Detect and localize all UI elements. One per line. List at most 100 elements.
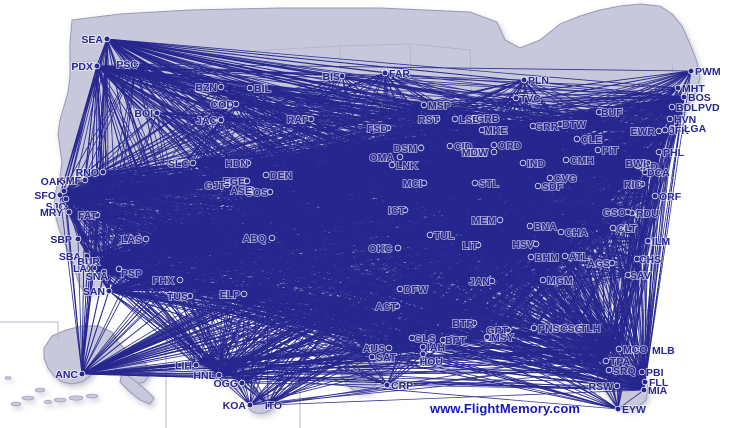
airport-dot-ase[interactable] bbox=[248, 186, 256, 194]
airport-dot-koa[interactable] bbox=[246, 401, 254, 409]
airport-dot-ito[interactable] bbox=[264, 401, 272, 409]
airport-dot-bpt[interactable] bbox=[439, 336, 447, 344]
airport-dot-lnk[interactable] bbox=[388, 161, 396, 169]
airport-dot-lax[interactable] bbox=[90, 264, 98, 272]
airport-dot-atl[interactable] bbox=[561, 252, 569, 260]
airport-dot-grr[interactable] bbox=[529, 122, 537, 130]
airport-dot-sea[interactable] bbox=[103, 35, 111, 43]
airport-dot-smf[interactable] bbox=[81, 176, 89, 184]
airport-dot-oma[interactable] bbox=[396, 153, 404, 161]
airport-dot-hvn[interactable] bbox=[666, 115, 674, 123]
airport-dot-oak[interactable] bbox=[60, 187, 68, 195]
airport-dot-orf[interactable] bbox=[651, 192, 659, 200]
airport-dot-grb[interactable] bbox=[470, 114, 478, 122]
airport-dot-buf[interactable] bbox=[595, 108, 603, 116]
airport-dot-btr[interactable] bbox=[470, 319, 478, 327]
airport-dot-pbi[interactable] bbox=[638, 368, 646, 376]
airport-dot-cid[interactable] bbox=[446, 142, 454, 150]
airport-dot-ags[interactable] bbox=[608, 259, 616, 267]
airport-dot-elp[interactable] bbox=[240, 290, 248, 298]
airport-dot-mke[interactable] bbox=[478, 126, 486, 134]
airport-dot-gpt[interactable] bbox=[504, 326, 512, 334]
airport-dot-boi[interactable] bbox=[153, 109, 161, 117]
airport-dot-stl[interactable] bbox=[471, 179, 479, 187]
airport-dot-mdw[interactable] bbox=[490, 148, 498, 156]
airport-dot-mli[interactable] bbox=[461, 148, 469, 156]
airport-dot-cha[interactable] bbox=[557, 228, 565, 236]
airport-dot-mry[interactable] bbox=[65, 208, 73, 216]
airport-dot-jan[interactable] bbox=[488, 277, 496, 285]
airport-dot-den[interactable] bbox=[262, 171, 270, 179]
airport-dot-bhm[interactable] bbox=[527, 253, 535, 261]
airport-dot-lse[interactable] bbox=[451, 115, 459, 123]
airport-dot-sbp[interactable] bbox=[74, 235, 82, 243]
airport-dot-far[interactable] bbox=[381, 69, 389, 77]
airport-dot-mia[interactable] bbox=[640, 386, 648, 394]
airport-dot-tus[interactable] bbox=[186, 292, 194, 300]
airport-dot-lga[interactable] bbox=[668, 124, 676, 132]
airport-dot-abq[interactable] bbox=[268, 234, 276, 242]
airport-dot-mem[interactable] bbox=[496, 216, 504, 224]
airport-dot-bis[interactable] bbox=[338, 72, 346, 80]
airport-dot-tvc[interactable] bbox=[512, 94, 520, 102]
airport-dot-bna[interactable] bbox=[526, 222, 534, 230]
airport-dot-cod[interactable] bbox=[232, 100, 240, 108]
airport-dot-pdx[interactable] bbox=[93, 62, 101, 70]
airport-dot-okc[interactable] bbox=[394, 244, 402, 252]
airport-dot-rno[interactable] bbox=[99, 168, 107, 176]
airport-dot-san[interactable] bbox=[105, 287, 113, 295]
airport-dot-hsv[interactable] bbox=[532, 240, 540, 248]
airport-dot-chs[interactable] bbox=[633, 255, 641, 263]
airport-dot-ewr[interactable] bbox=[655, 127, 663, 135]
airport-dot-gls[interactable] bbox=[408, 334, 416, 342]
airport-dot-las[interactable] bbox=[142, 235, 150, 243]
airport-dot-hdn[interactable] bbox=[244, 159, 252, 167]
airport-dot-ind[interactable] bbox=[519, 159, 527, 167]
airport-dot-tpa[interactable] bbox=[602, 357, 610, 365]
airport-dot-cle[interactable] bbox=[573, 135, 581, 143]
airport-dot-tul[interactable] bbox=[426, 231, 434, 239]
airport-dot-mco[interactable] bbox=[615, 345, 623, 353]
airport-dot-sfo[interactable] bbox=[56, 191, 64, 199]
airport-dot-crp[interactable] bbox=[383, 381, 391, 389]
airport-dot-sjc[interactable] bbox=[62, 195, 70, 203]
airport-dot-dtw[interactable] bbox=[556, 120, 564, 128]
airport-dot-fsd[interactable] bbox=[384, 124, 392, 132]
airport-dot-sat[interactable] bbox=[368, 353, 376, 361]
airport-dot-pln[interactable] bbox=[520, 76, 528, 84]
airport-dot-dca[interactable] bbox=[641, 168, 649, 176]
airport-dot-pwm[interactable] bbox=[687, 67, 695, 75]
airport-dot-ric[interactable] bbox=[638, 180, 646, 188]
airport-dot-pns[interactable] bbox=[530, 324, 538, 332]
airport-dot-ogg[interactable] bbox=[238, 379, 246, 387]
airport-dot-act[interactable] bbox=[393, 302, 401, 310]
airport-dot-sdf[interactable] bbox=[534, 182, 542, 190]
airport-dot-fll[interactable] bbox=[641, 378, 649, 386]
airport-dot-bwi[interactable] bbox=[644, 159, 652, 167]
airport-dot-srq[interactable] bbox=[605, 366, 613, 374]
airport-dot-pit[interactable] bbox=[594, 146, 602, 154]
airport-dot-rsw[interactable] bbox=[613, 382, 621, 390]
airport-dot-csg[interactable] bbox=[554, 324, 562, 332]
airport-dot-iah[interactable] bbox=[419, 343, 427, 351]
airport-dot-jac[interactable] bbox=[217, 116, 225, 124]
airport-dot-ord[interactable] bbox=[490, 141, 498, 149]
airport-dot-jfk[interactable] bbox=[661, 126, 669, 134]
airport-dot-ege[interactable] bbox=[243, 177, 251, 185]
airport-dot-mlb[interactable] bbox=[630, 346, 638, 354]
airport-dot-bur[interactable] bbox=[92, 257, 100, 265]
airport-dot-rap[interactable] bbox=[307, 115, 315, 123]
airport-dot-sna[interactable] bbox=[100, 268, 108, 276]
airport-dot-anc[interactable] bbox=[78, 370, 86, 378]
airport-dot-lih[interactable] bbox=[192, 361, 200, 369]
airport-dot-pvd[interactable] bbox=[678, 103, 686, 111]
airport-dot-sba[interactable] bbox=[83, 252, 91, 260]
airport-dot-slc[interactable] bbox=[189, 159, 197, 167]
airport-dot-msy[interactable] bbox=[483, 333, 491, 341]
airport-dot-sav[interactable] bbox=[624, 271, 632, 279]
airport-dot-cvg[interactable] bbox=[546, 174, 554, 182]
airport-dot-fat[interactable] bbox=[93, 211, 101, 219]
airport-dot-msp[interactable] bbox=[420, 101, 428, 109]
airport-dot-phx[interactable] bbox=[176, 276, 184, 284]
airport-dot-cmh[interactable] bbox=[562, 156, 570, 164]
